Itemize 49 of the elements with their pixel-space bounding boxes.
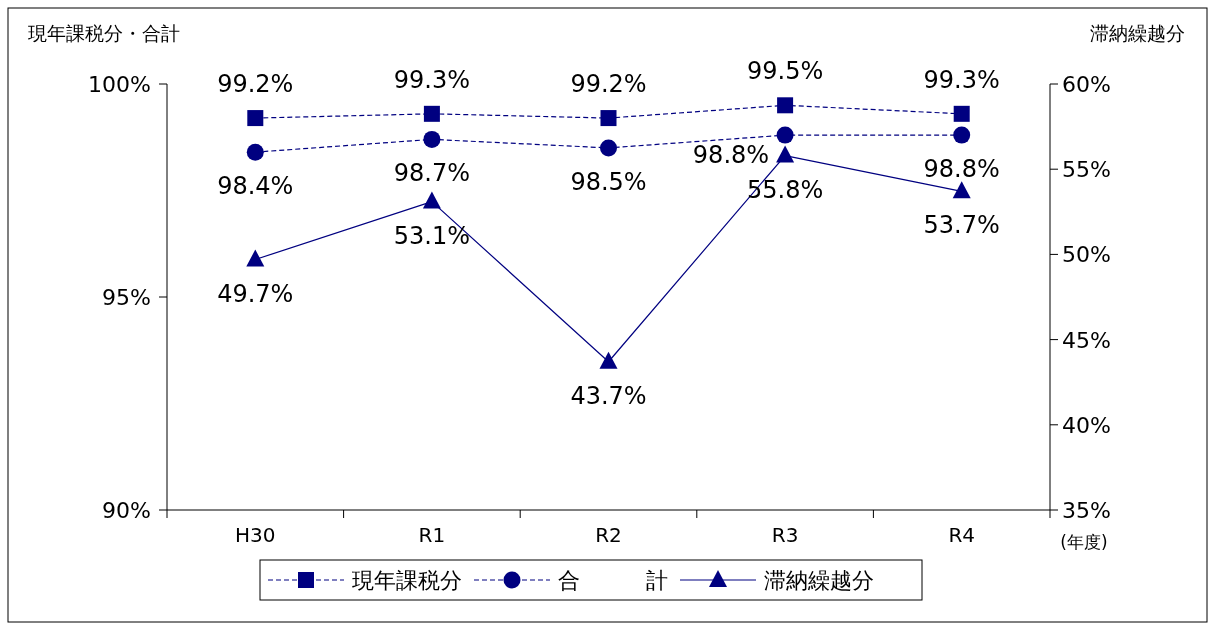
point [422, 191, 441, 209]
y-tick-label: 90% [102, 498, 151, 523]
point [776, 126, 794, 144]
y2-tick-label: 35% [1062, 498, 1111, 523]
point [953, 126, 971, 144]
y2-tick-label: 40% [1062, 412, 1111, 438]
data-label: 98.7% [393, 159, 471, 188]
y2-tick-label: 50% [1062, 242, 1111, 268]
x-tick-label: R2 [595, 523, 622, 547]
legend-label: 合 計 [558, 568, 668, 593]
data-label: 49.7% [217, 279, 294, 308]
point [423, 130, 441, 148]
y2-tick-label: 55% [1062, 157, 1111, 183]
x-tick-label: R3 [771, 523, 799, 547]
data-label: 43.7% [570, 381, 647, 410]
point [776, 145, 795, 163]
data-label: 99.2% [217, 70, 294, 99]
x-tick-label: H30 [235, 523, 276, 547]
x-tick-label: R1 [418, 523, 446, 547]
y2-tick-label: 60% [1062, 72, 1111, 97]
data-label: 98.5% [570, 167, 647, 196]
point [600, 110, 617, 127]
point [600, 139, 617, 157]
point [953, 105, 970, 122]
data-label: 53.1% [393, 221, 471, 250]
data-label: 98.8% [692, 141, 770, 170]
y-tick-label: 100% [88, 72, 151, 97]
y-tick-label: 95% [102, 285, 151, 310]
point [599, 351, 618, 369]
legend-label: 滞納繰越分 [764, 568, 874, 593]
y2-axis-title: 滞納繰越分 [1090, 22, 1185, 44]
data-label: 98.8% [923, 155, 1000, 184]
data-label: 99.5% [746, 57, 824, 86]
y2-tick-label: 45% [1062, 327, 1111, 353]
point [247, 110, 264, 127]
data-label: 99.2% [570, 70, 647, 99]
legend-label: 現年課税分 [352, 568, 462, 593]
point [246, 143, 264, 161]
data-label: 99.3% [923, 65, 1000, 94]
point [952, 181, 971, 199]
point [246, 249, 265, 267]
point [777, 97, 794, 114]
data-label: 98.4% [217, 172, 294, 201]
data-label: 99.3% [393, 65, 471, 94]
point [423, 105, 440, 122]
x-axis-title: (年度) [1060, 532, 1108, 552]
data-label: 53.7% [923, 211, 1000, 240]
y-axis-title: 現年課税分・合計 [28, 22, 180, 44]
x-tick-label: R4 [948, 523, 976, 547]
